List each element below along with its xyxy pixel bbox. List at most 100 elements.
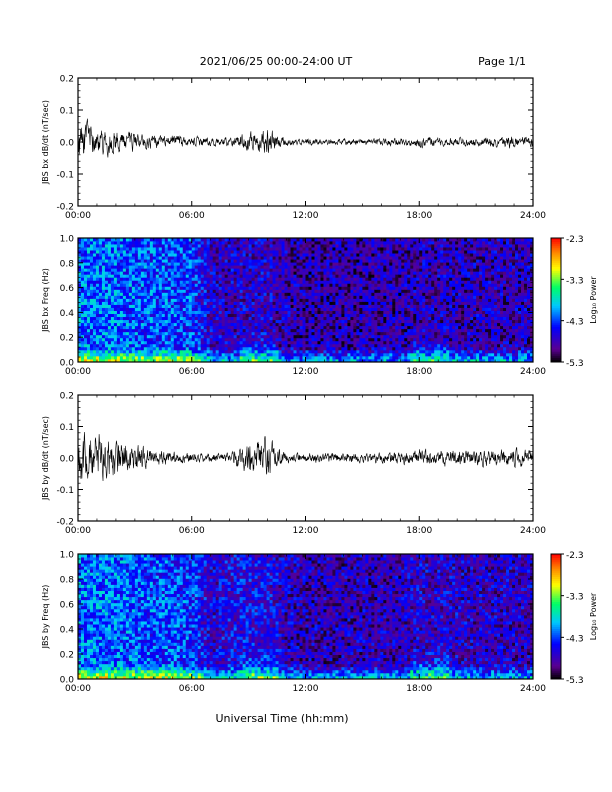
spectrogram-cell [113, 349, 118, 354]
spectrogram-cell [149, 280, 154, 284]
spectrogram-cell [194, 247, 199, 251]
spectrogram-cell [251, 310, 256, 315]
spectrogram-cell [194, 331, 199, 336]
spectrogram-cell [359, 322, 363, 327]
spectrogram-cell [308, 241, 312, 245]
spectrogram-cell [266, 319, 270, 324]
spectrogram-cell [260, 244, 264, 248]
spectrogram-cell [254, 295, 258, 299]
spectrogram-cell [296, 343, 300, 348]
spectrogram-cell [215, 355, 220, 360]
spectrogram-cell [389, 301, 393, 305]
spectrogram-cell [251, 295, 256, 299]
spectrogram-cell [80, 241, 85, 245]
spectrogram-cell [215, 358, 220, 363]
spectrogram-cell [146, 280, 151, 284]
spectrogram-cell [293, 295, 297, 299]
spectrogram-cell [290, 289, 294, 293]
spectrogram-cell [143, 268, 148, 272]
spectrogram-cell [323, 337, 327, 342]
spectrogram-cell [263, 292, 267, 296]
spectrogram-cell [356, 277, 360, 281]
spectrogram-cell [350, 301, 354, 305]
spectrogram-cell [428, 262, 432, 266]
spectrogram-cell [386, 340, 390, 345]
spectrogram-cell [431, 298, 435, 302]
spectrogram-cell [365, 238, 369, 242]
spectrogram-cell [125, 253, 130, 257]
spectrogram-cell [335, 343, 339, 348]
spectrogram-cell [203, 253, 208, 257]
spectrogram-cell [221, 265, 226, 269]
spectrogram-cell [224, 289, 229, 293]
spectrogram-cell [206, 355, 211, 360]
spectrogram-cell [185, 316, 190, 321]
spectrogram-cell [173, 280, 178, 284]
spectrogram-cell [137, 262, 142, 266]
spectrogram-cell [83, 271, 88, 275]
spectrogram-cell [125, 295, 130, 299]
spectrogram-cell [92, 355, 97, 360]
spectrogram-cell [413, 313, 417, 318]
spectrogram-cell [431, 244, 435, 248]
spectrogram-cell [302, 256, 306, 260]
spectrogram-cell [86, 313, 91, 318]
spectrogram-cell [251, 277, 256, 281]
spectrogram-cell [365, 280, 369, 284]
spectrogram-cell [329, 334, 333, 339]
spectrogram-cell [353, 358, 357, 363]
spectrogram-cell [188, 292, 193, 296]
spectrogram-cell [161, 241, 166, 245]
spectrogram-cell [395, 328, 399, 333]
spectrogram-cell [422, 322, 426, 327]
spectrogram-cell [86, 319, 91, 324]
spectrogram-cell [317, 349, 321, 354]
spectrogram-cell [179, 277, 184, 281]
spectrogram-cell [353, 259, 357, 263]
spectrogram-cell [224, 349, 229, 354]
spectrogram-cell [230, 268, 235, 272]
spectrogram-cell [332, 259, 336, 263]
spectrogram-cell [248, 325, 253, 330]
spectrogram-cell [254, 274, 258, 278]
spectrogram-cell [161, 253, 166, 257]
spectrogram-cell [107, 244, 112, 248]
spectrogram-cell [344, 280, 348, 284]
spectrogram-cell [230, 358, 235, 363]
spectrogram-cell [425, 247, 429, 251]
spectrogram-cell [188, 346, 193, 351]
spectrogram-cell [182, 343, 187, 348]
spectrogram-cell [356, 238, 360, 242]
spectrogram-cell [332, 337, 336, 342]
spectrogram-cell [383, 259, 387, 263]
spectrogram-cell [329, 286, 333, 290]
spectrogram-cell [173, 295, 178, 299]
spectrogram-cell [179, 286, 184, 290]
spectrogram-cell [326, 352, 330, 357]
spectrogram-cell [176, 274, 181, 278]
spectrogram-cell [389, 331, 393, 336]
spectrogram-cell [248, 355, 253, 360]
spectrogram-cell [122, 319, 127, 324]
spectrogram-cell [257, 274, 261, 278]
spectrogram-cell [398, 301, 402, 305]
spectrogram-cell [89, 301, 94, 305]
spectrogram-cell [263, 247, 267, 251]
spectrogram-cell [86, 277, 91, 281]
spectrogram-cell [167, 241, 172, 245]
spectrogram-cell [137, 238, 142, 242]
spectrogram-cell [140, 274, 145, 278]
spectrogram-cell [272, 295, 276, 299]
spectrogram-cell [302, 340, 306, 345]
spectrogram-cell [302, 289, 306, 293]
spectrogram-cell [404, 238, 408, 242]
spectrogram-cell [146, 241, 151, 245]
spectrogram-cell [317, 250, 321, 254]
spectrogram-cell [404, 250, 408, 254]
spectrogram-cell [305, 274, 309, 278]
spectrogram-cell [236, 259, 241, 263]
spectrogram-cell [134, 289, 139, 293]
spectrogram-cell [149, 313, 154, 318]
spectrogram-cell [236, 340, 241, 345]
spectrogram-cell [101, 343, 106, 348]
